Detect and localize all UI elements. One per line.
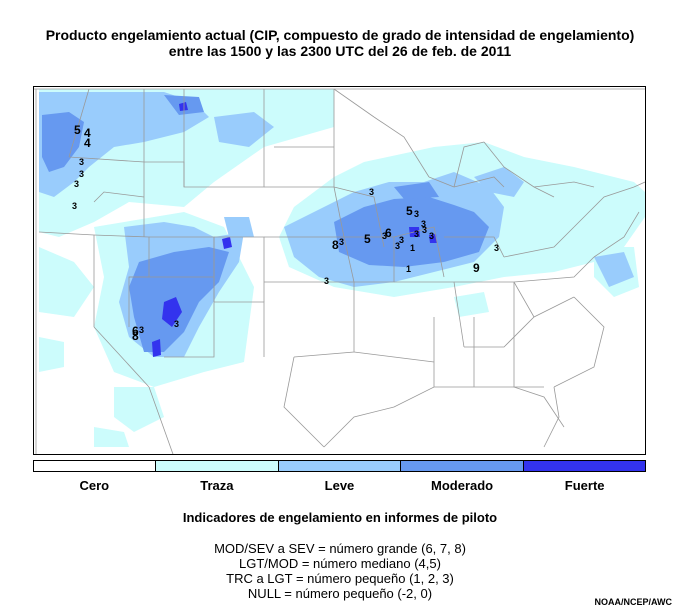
pirep-line-moderate: LGT/MOD = número mediano (4,5) — [239, 556, 441, 571]
legend-swatch-leve — [278, 461, 402, 471]
pirep-heading: Indicadores de engelamiento en informes … — [182, 510, 498, 525]
credit-text: NOAA/NCEP/AWC — [594, 597, 672, 607]
legend-swatch-moderado — [401, 461, 524, 471]
pirep-marker: 3 — [79, 169, 84, 179]
pirep-marker: 3 — [399, 235, 404, 245]
map-title-line1: Producto engelamiento actual (CIP, compu… — [45, 27, 635, 43]
pirep-marker: 5 — [406, 204, 413, 218]
pirep-marker: 6 — [132, 324, 139, 338]
pirep-marker: 3 — [72, 201, 77, 211]
pirep-marker: 9 — [473, 261, 480, 275]
pirep-marker: 6 — [385, 226, 392, 240]
moderate-areas — [42, 95, 489, 352]
severe-areas — [152, 102, 437, 357]
map-title-line2: entre las 1500 y las 2300 UTC del 26 de … — [168, 43, 512, 59]
legend-labels: Cero Traza Leve Moderado Fuerte — [33, 478, 646, 494]
pirep-marker: 5 — [74, 123, 81, 137]
pirep-marker: 3 — [74, 179, 79, 189]
pirep-line-severe: MOD/SEV a SEV = número grande (6, 7, 8) — [214, 541, 466, 556]
pirep-marker: 1 — [410, 243, 415, 253]
icing-field — [39, 89, 645, 447]
pirep-marker: 3 — [494, 243, 499, 253]
pirep-marker: 3 — [395, 241, 400, 251]
pirep-line-null: NULL = número pequeño (-2, 0) — [247, 586, 433, 601]
pirep-marker: 1 — [406, 264, 411, 274]
pirep-marker: 5 — [364, 232, 371, 246]
legend-color-bar — [33, 460, 646, 472]
pirep-marker: 3 — [324, 276, 329, 286]
legend-swatch-traza — [156, 461, 279, 471]
legend-label-leve: Leve — [324, 478, 355, 493]
pirep-marker: 3 — [414, 209, 419, 219]
pirep-line-light: TRC a LGT = número pequeño (1, 2, 3) — [226, 571, 454, 586]
pirep-marker: 3 — [382, 231, 387, 241]
pirep-marker: 3 — [414, 229, 419, 239]
pirep-marker: 3 — [79, 157, 84, 167]
legend-label-moderado: Moderado — [431, 478, 494, 493]
legend-label-fuerte: Fuerte — [564, 478, 605, 493]
pirep-marker: 3 — [421, 219, 426, 229]
pirep-marker: 3 — [174, 319, 179, 329]
pirep-marker: 4 — [84, 126, 91, 140]
pirep-marker: 8 — [332, 238, 339, 252]
pirep-marker: 3 — [422, 225, 427, 235]
pirep-marker: 3 — [339, 237, 344, 247]
pirep-marker: 4 — [84, 136, 91, 150]
legend-swatch-fuerte — [523, 461, 646, 471]
pirep-marker: 8 — [132, 329, 139, 343]
legend-swatch-cero — [34, 461, 157, 471]
pirep-marker: 3 — [429, 231, 434, 241]
state-borders — [34, 88, 645, 454]
pirep-marker: 3 — [369, 187, 374, 197]
legend-label-cero: Cero — [79, 478, 110, 493]
pirep-marker: 3 — [139, 325, 144, 335]
legend-label-traza: Traza — [200, 478, 234, 493]
